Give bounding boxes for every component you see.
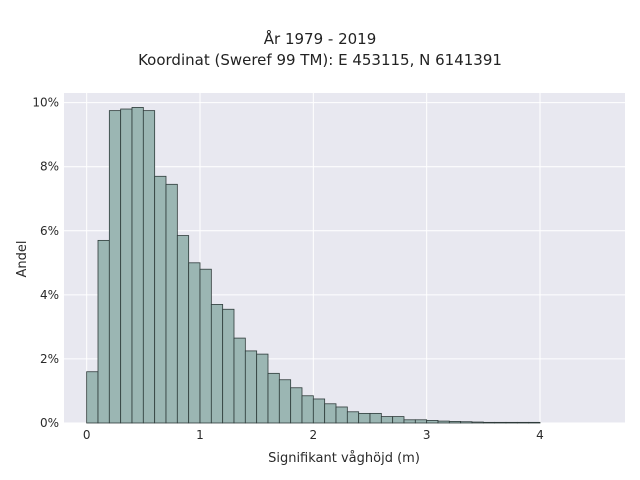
histogram-bar — [108, 110, 122, 424]
histogram-bar — [460, 421, 473, 424]
histogram-bar — [244, 350, 258, 424]
histogram-bar — [290, 387, 303, 424]
histogram-bar — [414, 419, 428, 424]
tick-labels: 0% 2% 4% 6% 8% 10% 0 1 2 3 4 — [32, 96, 543, 442]
histogram-bar — [154, 175, 167, 424]
histogram-bar — [312, 398, 326, 424]
histogram-bar — [210, 304, 224, 424]
histogram-bar — [346, 411, 360, 424]
histogram-bar — [448, 420, 462, 424]
histogram-bar — [176, 235, 190, 424]
y-tick-label: 0% — [40, 416, 59, 430]
histogram-bar — [516, 421, 530, 424]
histogram-bar — [437, 420, 450, 424]
x-tick-label: 4 — [536, 428, 544, 442]
histogram-bar — [403, 419, 416, 424]
y-tick-label: 8% — [40, 160, 59, 174]
histogram-bar — [222, 308, 235, 424]
x-tick-label: 2 — [310, 428, 318, 442]
histogram-bars — [86, 107, 541, 424]
histogram-bar — [142, 110, 156, 424]
histogram-bar — [324, 403, 337, 424]
x-tick-label: 0 — [83, 428, 91, 442]
chart-title-line-2: Koordinat (Sweref 99 TM): E 453115, N 61… — [138, 51, 502, 69]
histogram-bar — [494, 421, 507, 424]
histogram-bar — [301, 395, 314, 424]
histogram-bar — [256, 353, 269, 424]
y-tick-label: 10% — [32, 96, 59, 110]
y-tick-label: 6% — [40, 224, 59, 238]
histogram-bar — [97, 239, 110, 424]
histogram-bar — [505, 421, 518, 424]
histogram-bar — [471, 421, 484, 424]
y-tick-label: 4% — [40, 288, 59, 302]
histogram-bar — [199, 268, 212, 424]
histogram-bar — [369, 412, 382, 424]
histogram-bar — [380, 416, 394, 424]
histogram-bar — [165, 183, 178, 424]
y-tick-label: 2% — [40, 352, 59, 366]
histogram-bar — [528, 421, 541, 424]
histogram-bar — [233, 337, 246, 424]
histogram-bar — [86, 371, 99, 424]
x-tick-label: 3 — [423, 428, 431, 442]
x-axis-label: Signifikant våghöjd (m) — [268, 451, 420, 466]
chart-title-line-1: År 1979 - 2019 — [263, 30, 377, 48]
histogram-bar — [392, 416, 405, 424]
histogram-bar — [120, 108, 133, 424]
x-tick-label: 1 — [196, 428, 204, 442]
histogram-bar — [188, 262, 201, 424]
histogram-bar — [482, 421, 496, 424]
histogram-bar — [335, 406, 348, 424]
histogram-bar — [267, 372, 280, 424]
y-axis-label: Andel — [15, 241, 30, 278]
histogram-bar — [426, 420, 439, 424]
histogram-bar — [278, 379, 292, 424]
histogram-bar — [131, 107, 144, 424]
histogram-bar — [358, 412, 371, 424]
